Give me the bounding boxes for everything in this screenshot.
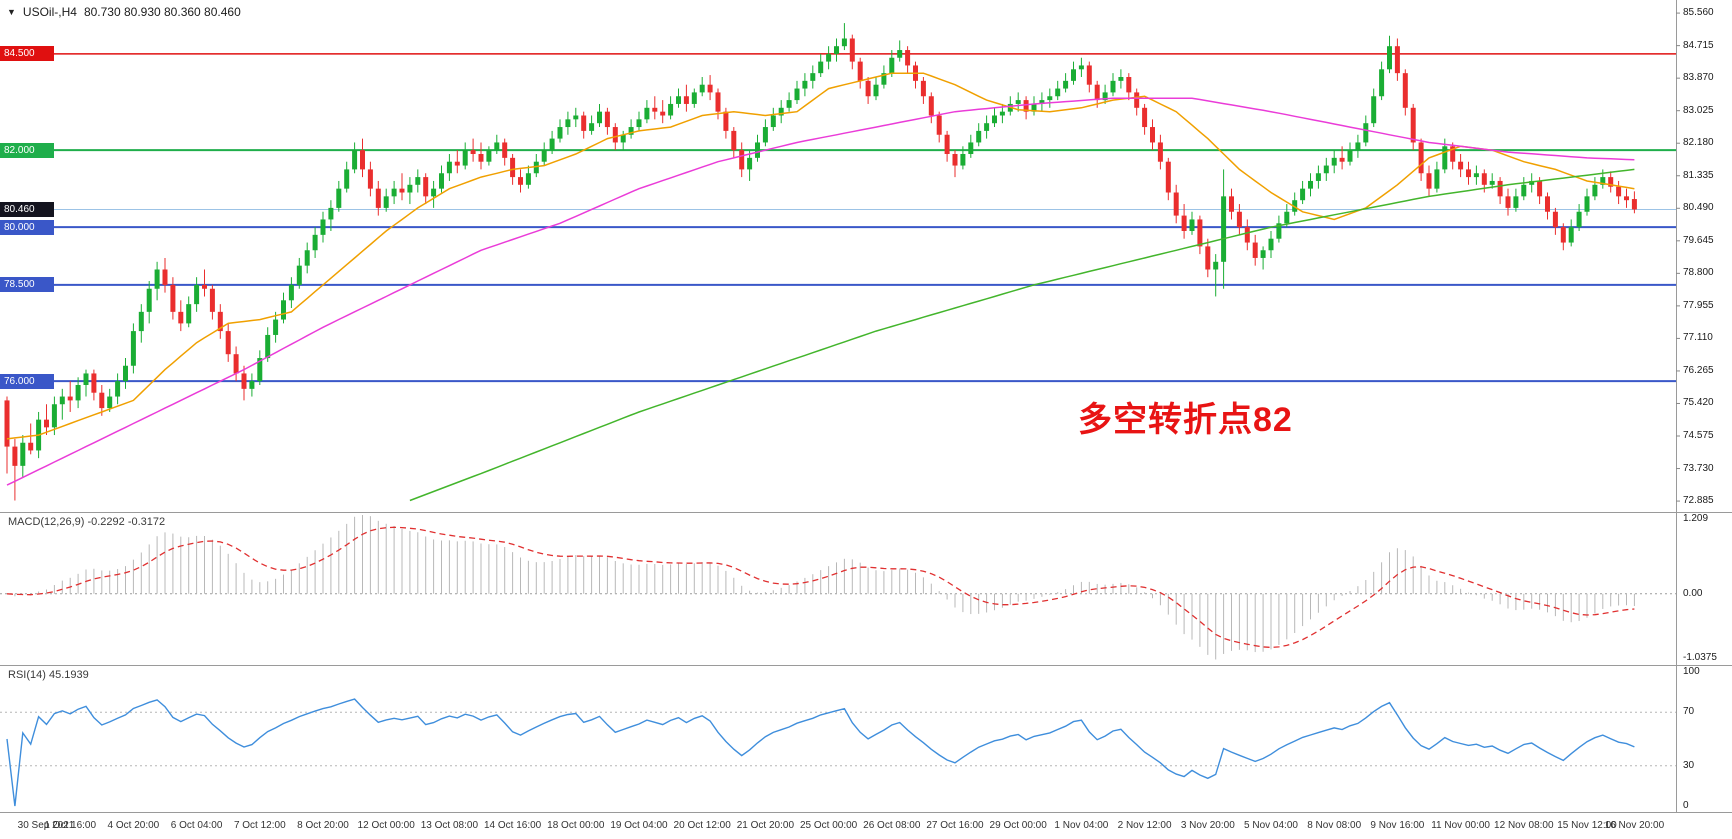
rsi-indicator-label: RSI(14) 45.1939: [8, 669, 89, 681]
axis-ticks: [1676, 12, 1680, 502]
rsi-pane: [0, 698, 1676, 807]
slow-ma-line: [6, 97, 1635, 486]
candles-layer: [4, 23, 1637, 501]
macd-pane: [0, 515, 1676, 660]
symbol-timeframe-label: USOil-,H4: [22, 5, 77, 19]
macd-signal-line: [6, 526, 1635, 649]
annotation-text: 多空转折点82: [1078, 401, 1293, 439]
ohlc-values-label: 80.730 80.930 80.360 80.460: [83, 5, 241, 19]
macd-indicator-label: MACD(12,26,9) -0.2292 -0.3172: [8, 516, 166, 528]
long-ma-line: [409, 168, 1635, 502]
rsi-line: [6, 698, 1635, 807]
pane-separators: [0, 0, 1732, 813]
horizontal-level-lines: [0, 53, 1676, 383]
chart-dropdown-icon[interactable]: ▼: [7, 7, 16, 17]
moving-averages-layer: [6, 72, 1635, 502]
chart-legend: ▼ USOil-,H4 80.730 80.930 80.360 80.460: [7, 5, 241, 19]
